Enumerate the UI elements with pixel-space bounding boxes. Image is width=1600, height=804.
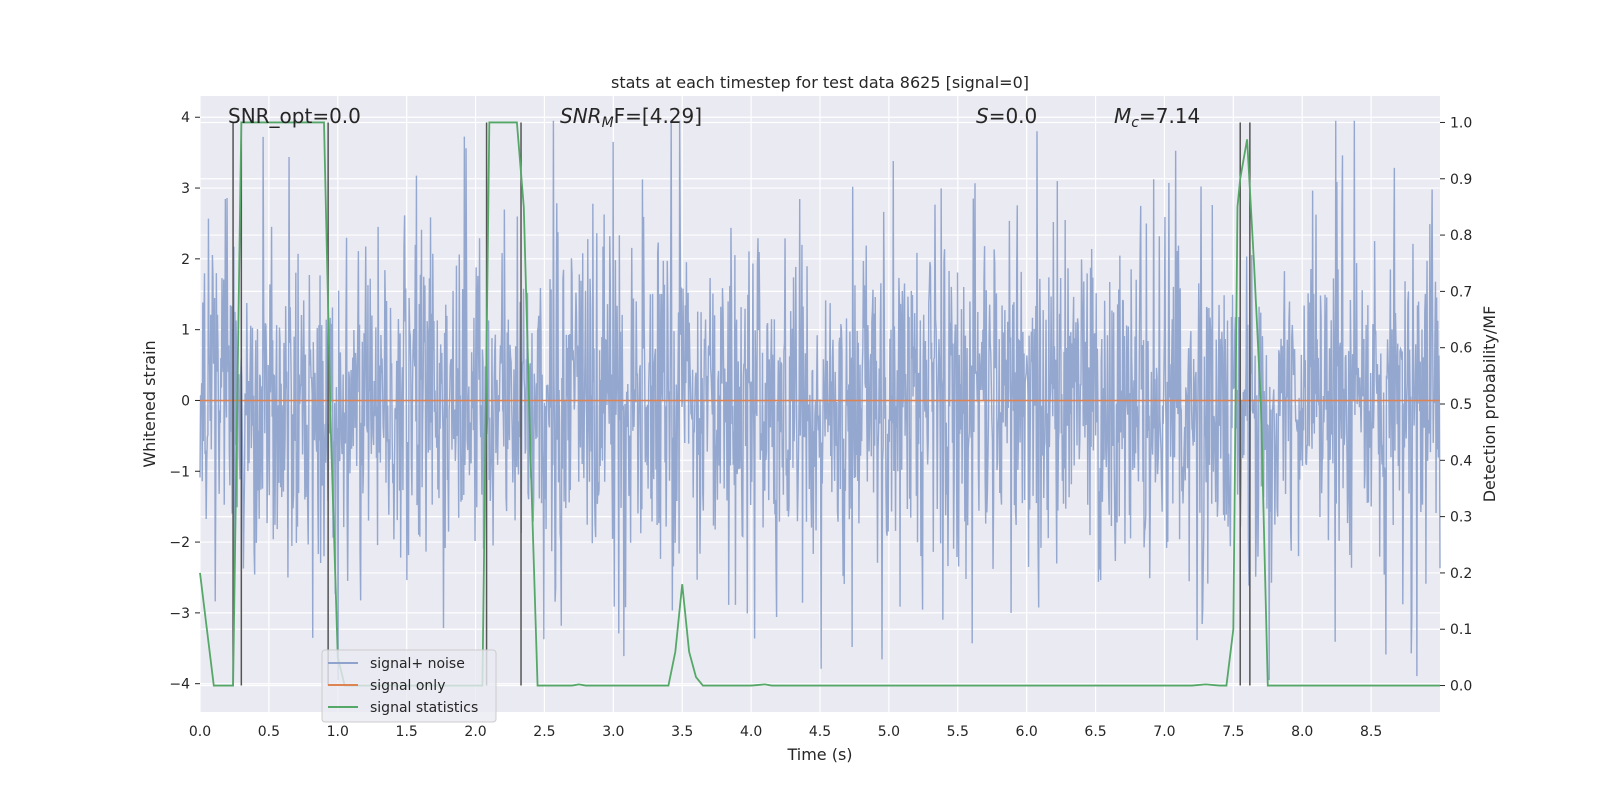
x-tick-label: 5.0 <box>878 724 900 740</box>
y-right-tick-label: 1.0 <box>1450 115 1472 131</box>
legend-label-signal-noise: signal+ noise <box>370 656 465 672</box>
x-tick-label: 2.5 <box>533 724 555 740</box>
signal-noise-series <box>199 120 1441 681</box>
y-right-tick-label: 0.0 <box>1450 679 1472 695</box>
x-tick-label: 3.5 <box>671 724 693 740</box>
y-right-tick-label: 0.8 <box>1450 228 1472 244</box>
y-left-tick-label: −3 <box>169 606 190 622</box>
x-tick-label: 1.5 <box>396 724 418 740</box>
chart-title: stats at each timestep for test data 862… <box>611 73 1029 92</box>
mc-sub: c <box>1131 115 1139 131</box>
y-left-tick-label: 0 <box>181 393 190 409</box>
x-tick-label: 6.5 <box>1084 724 1106 740</box>
y-right-tick-label: 0.4 <box>1450 453 1472 469</box>
y-axis-label-left: Whitened strain <box>140 340 159 467</box>
x-tick-label: 0.5 <box>258 724 280 740</box>
s-rest: =0.0 <box>989 104 1038 128</box>
annotation-mc: Mc=7.14 <box>1114 104 1200 131</box>
x-axis-label: Time (s) <box>786 745 852 764</box>
legend-label-signal-statistics: signal statistics <box>370 700 478 716</box>
y-left-tick-label: 1 <box>181 323 190 339</box>
y-left-tick-label: −2 <box>169 535 190 551</box>
x-tick-label: 7.0 <box>1153 724 1175 740</box>
x-tick-label: 5.5 <box>947 724 969 740</box>
y-right-tick-label: 0.7 <box>1450 284 1472 300</box>
x-tick-label: 6.0 <box>1016 724 1038 740</box>
y-left-tick-label: 3 <box>181 181 190 197</box>
s-var: S <box>976 104 989 128</box>
x-tick-label: 8.5 <box>1360 724 1382 740</box>
x-tick-label: 8.0 <box>1291 724 1313 740</box>
snr-mf-rest: F=[4.29] <box>614 104 702 128</box>
y-left-tick-label: −4 <box>169 677 190 693</box>
y-right-tick-label: 0.6 <box>1450 341 1472 357</box>
x-tick-label: 7.5 <box>1222 724 1244 740</box>
signal-statistics-series <box>199 121 1440 687</box>
x-tick-label: 0.0 <box>189 724 211 740</box>
snr-mf-sub: M <box>602 115 614 131</box>
tick-labels: 0.0 0.5 1.0 1.5 2.0 2.5 3.0 3.5 4.0 4.5 5.0 5.5 6.0 6… <box>169 110 1472 740</box>
signal-noise-line <box>199 120 1441 681</box>
x-tick-label: 4.5 <box>809 724 831 740</box>
y-left-tick-label: 2 <box>181 252 190 268</box>
annotation-s: S=0.0 <box>976 104 1037 128</box>
y-right-tick-label: 0.3 <box>1450 510 1472 526</box>
mc-rest: =7.14 <box>1139 104 1200 128</box>
signal-statistics-line <box>199 121 1440 687</box>
y-left-tick-label: −1 <box>169 464 190 480</box>
snr-mf-var: SNR <box>560 104 602 128</box>
y-axis-label-right: Detection probability/MF <box>1480 306 1499 503</box>
x-tick-label: 4.0 <box>740 724 762 740</box>
legend-label-signal-only: signal only <box>370 678 445 694</box>
y-right-tick-label: 0.9 <box>1450 172 1472 188</box>
mc-var: M <box>1114 104 1131 128</box>
y-right-tick-label: 0.2 <box>1450 566 1472 582</box>
x-tick-label: 3.0 <box>602 724 624 740</box>
y-right-tick-label: 0.5 <box>1450 397 1472 413</box>
annotation-snr-mf: SNRMF=[4.29] <box>560 104 702 131</box>
annotation-snr-opt: SNR_opt=0.0 <box>228 104 361 128</box>
legend: signal+ noise signal only signal statist… <box>321 649 497 723</box>
y-left-tick-label: 4 <box>181 110 190 126</box>
y-right-tick-label: 0.1 <box>1450 622 1472 638</box>
legend-box <box>321 649 497 723</box>
x-tick-label: 1.0 <box>327 724 349 740</box>
x-tick-label: 2.0 <box>464 724 486 740</box>
